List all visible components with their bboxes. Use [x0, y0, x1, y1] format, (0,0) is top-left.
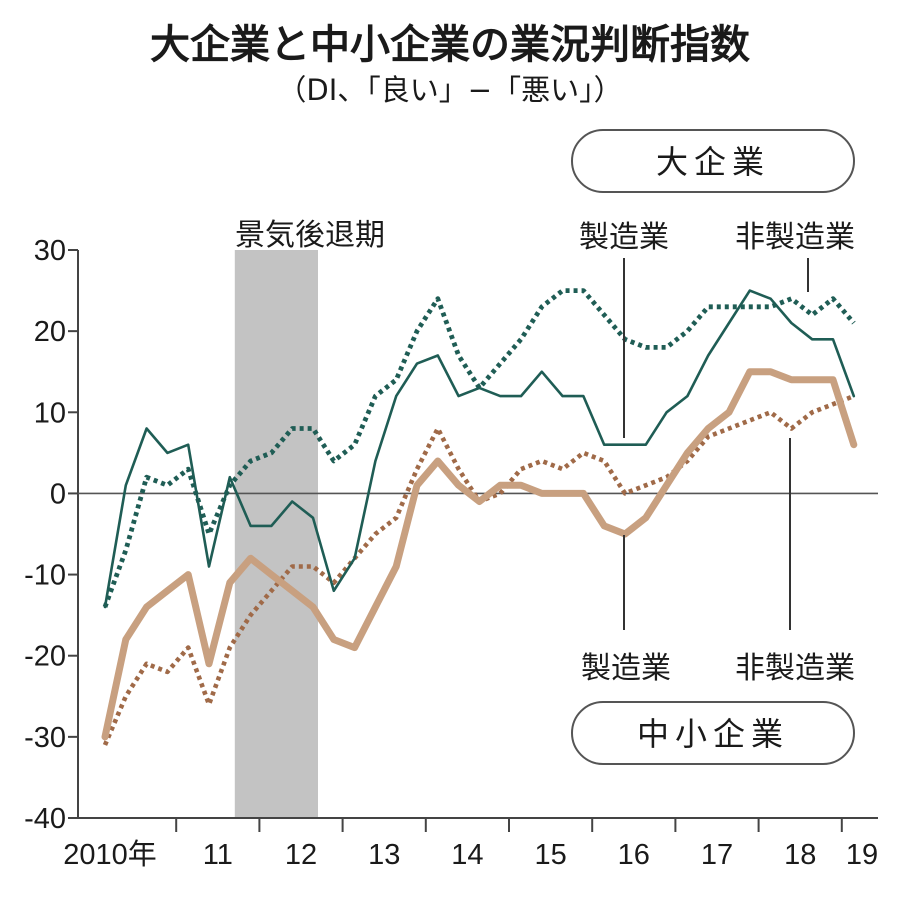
- recession-label: 景気後退期: [235, 218, 385, 253]
- x-tick-label-0: 2010年: [63, 838, 157, 871]
- annot-large-mfg: 製造業: [579, 220, 669, 255]
- y-tick-label-7: -40: [24, 803, 66, 835]
- large-company-label: 大企業: [656, 143, 770, 181]
- series-line-large-nonmfg: [102, 288, 856, 608]
- y-tick-label-1: 20: [34, 316, 66, 348]
- large-company-badge: 大企業: [571, 129, 855, 193]
- y-tick-label-4: -10: [24, 560, 66, 592]
- series-line-large-mfg: [103, 289, 856, 609]
- x-tick-label-6: 16: [618, 839, 650, 871]
- series-line-small-nonmfg: [102, 393, 855, 746]
- recession-band: [234, 250, 318, 818]
- x-tick-label-7: 17: [701, 839, 733, 871]
- large-company-badge-frame: [571, 129, 855, 193]
- annot-large-nonmfg: 非製造業: [735, 220, 855, 255]
- x-tick-label-3: 13: [368, 839, 400, 871]
- x-tick-label-4: 14: [451, 839, 483, 871]
- x-tick-label-9: 19: [846, 839, 878, 871]
- chart-subtitle: （DI、「良い」−「悪い」）: [277, 73, 622, 107]
- y-tick-label-5: -20: [24, 641, 66, 673]
- small-company-badge: 中小企業: [571, 701, 855, 765]
- recession-band-layer: [234, 250, 318, 818]
- series-line-small-mfg: [101, 368, 858, 741]
- x-tick-label-1: 11: [203, 839, 233, 871]
- x-tick-label-2: 12: [285, 839, 317, 871]
- y-tick-label-6: -30: [24, 722, 66, 754]
- chart-title: 大企業と中小企業の業況判断指数: [150, 22, 750, 68]
- y-tick-label-2: 10: [34, 397, 66, 429]
- small-company-badge-frame: [571, 701, 855, 765]
- y-tick-label-0: 30: [34, 235, 66, 267]
- series-layer: [101, 288, 858, 746]
- x-tick-label-5: 15: [534, 839, 566, 871]
- small-company-label: 中小企業: [637, 715, 789, 753]
- annot-small-mfg: 製造業: [581, 651, 671, 686]
- annot-small-nonmfg: 非製造業: [735, 651, 855, 686]
- x-tick-label-8: 18: [784, 839, 816, 871]
- y-tick-label-3: 0: [50, 478, 66, 510]
